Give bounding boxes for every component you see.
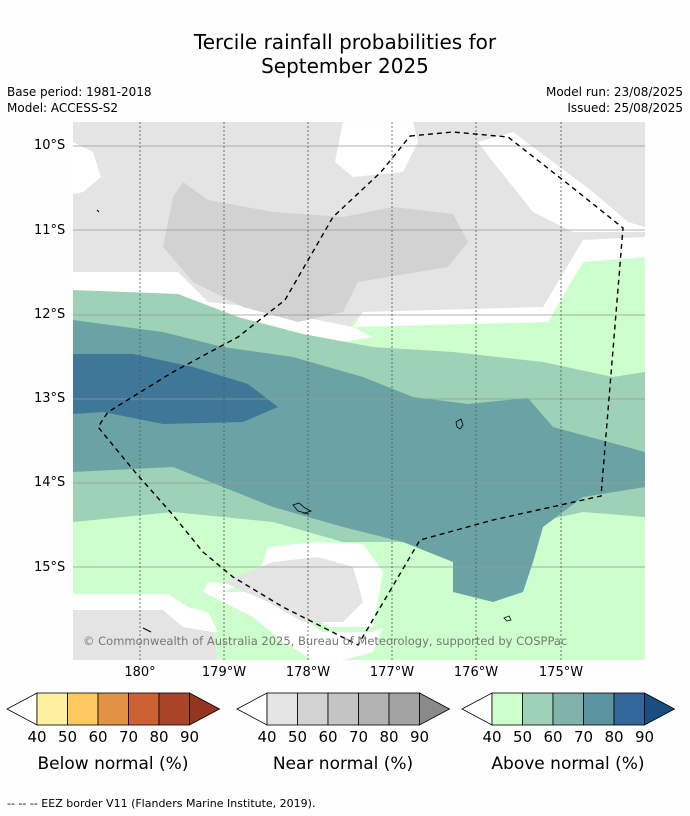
colorbar-below-tick: 80 [149, 728, 169, 746]
white-band-southwest [73, 594, 218, 632]
colorbar-below-tick: 50 [57, 728, 78, 746]
island-east [455, 418, 464, 430]
white-gap-top [335, 122, 418, 177]
probability-map: © Commonwealth of Australia 2025, Bureau… [73, 122, 645, 660]
white-gap-right [353, 132, 645, 327]
colorbar-below-tick: 60 [88, 728, 108, 746]
colorbar-near-segment [327, 692, 359, 726]
lat-label-12s: 12°S [34, 307, 66, 322]
colorbar-near-low-arrow [236, 692, 268, 726]
white-band-12s [73, 272, 373, 342]
colorbar-below-low-arrow [6, 692, 38, 726]
colorbar-above-tick: 90 [634, 728, 655, 746]
region-near-40-south [223, 557, 363, 622]
lon-label-177w: 177°W [369, 665, 415, 680]
base-period: Base period: 1981-2018 [7, 85, 152, 99]
colorbar-below-tick: 90 [179, 728, 200, 746]
colorbar-above-tick: 70 [573, 728, 594, 746]
region-near-40-southwest [73, 610, 218, 660]
colorbar-below-high-arrow [189, 692, 221, 726]
lat-label-13s: 13°S [34, 391, 66, 406]
copyright-text: © Commonwealth of Australia 2025, Bureau… [83, 634, 567, 648]
colorbar-near-tick: 40 [257, 728, 277, 746]
region-near-50 [163, 182, 468, 322]
lat-label-11s: 11°S [34, 223, 66, 238]
model-name: Model: ACCESS-S2 [7, 101, 119, 115]
region-above-40-southeast [568, 547, 645, 632]
colorbar-near-segment [297, 692, 329, 726]
map-title-line2: September 2025 [261, 54, 429, 78]
white-gap-left [73, 142, 101, 194]
colorbar-above-segment [522, 692, 554, 726]
eez-footer-note: -- -- -- EEZ border V11 (Flanders Marine… [7, 797, 316, 810]
lat-label-14s: 14°S [34, 475, 66, 490]
lon-label-175w: 175°W [538, 665, 584, 680]
lon-label-176w: 176°W [453, 665, 499, 680]
lat-label-10s: 10°S [34, 138, 66, 153]
colorbar-below-segment [36, 692, 68, 726]
colorbar-above-tick: 40 [482, 728, 502, 746]
island-southwest [142, 627, 152, 633]
region-above-70 [73, 354, 278, 424]
colorbar-above-tick: 80 [604, 728, 624, 746]
colorbar-near-tick: 90 [409, 728, 430, 746]
colorbar-near-segment [358, 692, 390, 726]
meta-left: Base period: 1981-2018 Model: ACCESS-S2 [7, 84, 152, 116]
colorbar-near-tick: 50 [287, 728, 308, 746]
colorbar-near-tick: 70 [348, 728, 369, 746]
colorbar-title-above: Above normal (%) [491, 754, 645, 774]
colorbar-near-high-arrow [419, 692, 451, 726]
colorbar-below-segment [67, 692, 99, 726]
lon-label-178w: 178°W [285, 665, 331, 680]
island-north [96, 209, 100, 213]
lon-label-179w: 179°W [201, 665, 247, 680]
lon-label-180: 180° [124, 665, 156, 680]
model-run: Model run: 23/08/2025 [545, 85, 683, 99]
colorbar-above-segment [491, 692, 523, 726]
map-title-line1: Tercile rainfall probabilities for [193, 30, 497, 54]
colorbar-near-tick: 80 [379, 728, 399, 746]
map-title: Tercile rainfall probabilities for Septe… [0, 30, 690, 78]
colorbar-near-tick: 60 [318, 728, 338, 746]
lat-label-15s: 15°S [34, 560, 66, 575]
colorbars [6, 692, 676, 726]
colorbar-below-segment [128, 692, 160, 726]
island-south [503, 615, 512, 622]
issued-date: Issued: 25/08/2025 [567, 101, 683, 115]
colorbar-above-tick: 60 [543, 728, 563, 746]
eez-border [97, 131, 624, 646]
colorbar-above-segment [613, 692, 645, 726]
colorbar-above-segment [552, 692, 584, 726]
colorbar-above-segment [583, 692, 615, 726]
colorbar-below-tick: 70 [118, 728, 139, 746]
meta-right: Model run: 23/08/2025 Issued: 25/08/2025 [546, 84, 683, 116]
lat-gridlines [73, 145, 645, 568]
colorbar-below-segment [158, 692, 190, 726]
island-central-2 [302, 512, 310, 515]
colorbar-near-segment [388, 692, 420, 726]
colorbar-above-low-arrow [461, 692, 493, 726]
colorbar-above-tick: 50 [512, 728, 533, 746]
colorbar-title-below: Below normal (%) [37, 754, 189, 774]
colorbar-title-near: Near normal (%) [272, 754, 414, 774]
colorbar-below-segment [97, 692, 129, 726]
island-central [292, 502, 313, 514]
colorbar-below-tick: 40 [27, 728, 47, 746]
colorbar-near-segment [266, 692, 298, 726]
colorbar-above-high-arrow [644, 692, 676, 726]
